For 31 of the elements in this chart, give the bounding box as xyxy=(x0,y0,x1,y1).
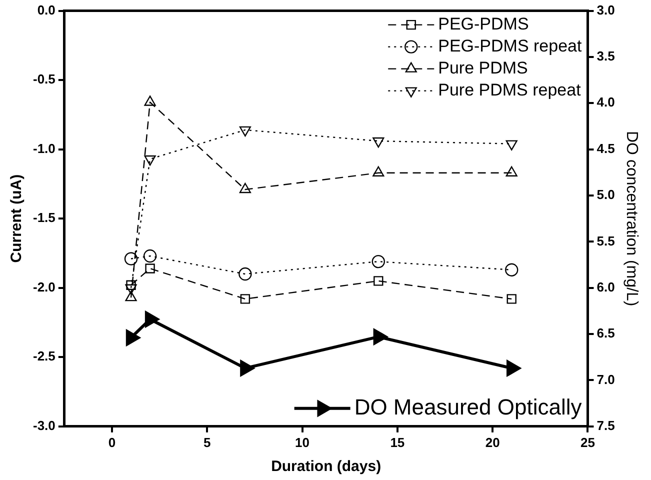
x-tick-label: 0 xyxy=(108,434,116,450)
y2-tick-label: 5.5 xyxy=(596,233,615,248)
y2-tick-label: 4.0 xyxy=(596,94,615,110)
x-tick-label: 20 xyxy=(485,434,500,450)
x-tick-label: 15 xyxy=(390,434,405,450)
legend-label: PEG-PDMS repeat xyxy=(438,36,582,56)
y-tick-label: -3.0 xyxy=(32,418,56,433)
x-tick-label: 25 xyxy=(580,434,595,450)
legend-label: Pure PDMS xyxy=(438,58,528,78)
y2-tick-label: 5.0 xyxy=(596,187,615,202)
y-tick-label: -1.0 xyxy=(32,140,56,156)
y2-tick-label: 4.5 xyxy=(596,140,615,156)
y2-tick-label: 7.0 xyxy=(596,372,615,387)
y2-tick-label: 6.0 xyxy=(596,279,615,294)
x-axis-title: Duration (days) xyxy=(271,458,382,476)
y-tick-label: -0.5 xyxy=(32,72,56,87)
y2-tick-label: 6.5 xyxy=(596,326,615,341)
legend-label: Pure PDMS repeat xyxy=(438,80,582,100)
y2-tick-label: 3.5 xyxy=(596,48,615,64)
legend-label: PEG-PDMS xyxy=(438,14,529,34)
y2-tick-label: 7.5 xyxy=(596,418,615,433)
y2-tick-label: 3.0 xyxy=(596,2,615,18)
y-tick-label: 0.0 xyxy=(37,2,56,18)
y-tick-label: -2.5 xyxy=(32,348,56,364)
y-tick-label: -1.5 xyxy=(32,210,56,226)
x-tick-label: 10 xyxy=(295,434,310,450)
y-tick-label: -2.0 xyxy=(32,279,56,294)
x-tick-label: 5 xyxy=(204,434,211,450)
y-axis-title: Current (uA) xyxy=(8,174,26,263)
legend-label: DO Measured Optically xyxy=(354,394,582,420)
y2-axis-title: DO concentration (mg/L) xyxy=(622,131,640,306)
